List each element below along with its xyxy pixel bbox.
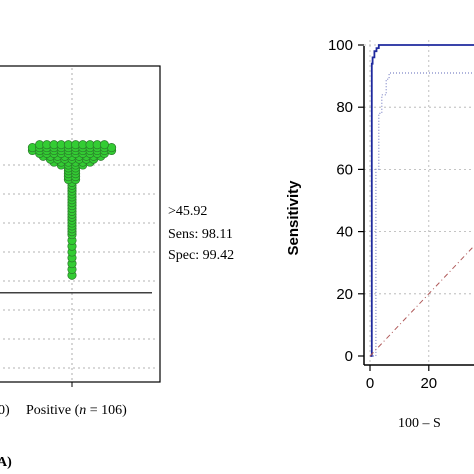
roc-grid [364,40,474,365]
roc-y-axis-label: Sensitivity [285,180,302,256]
panel-label: A) [0,455,12,470]
category-label-positive: Positive (n = 106) [26,403,127,418]
left-panel: >45.92 Sens: 98.11 Spec: 99.42 0) Positi… [0,65,234,470]
roc-curve-dotted [370,72,474,357]
category-label-positive-n: n [79,403,86,418]
roc-curve-solid [370,44,474,357]
left-plot-frame [0,65,161,383]
roc-y-tick-label-2: 40 [336,224,353,241]
roc-curves [369,44,474,357]
annotation-spec: Spec: 99.42 [168,248,234,263]
roc-curve-dash-dot [369,245,474,357]
roc-y-tick-label-3: 60 [336,161,353,178]
annotation-sens: Sens: 98.11 [168,227,233,242]
roc-x-axis-label: 100 – S [398,416,441,431]
roc-y-tick-label-4: 80 [336,99,353,116]
roc-x-tick-label-1: 20 [420,375,437,392]
dot-series-positive [27,140,117,280]
annotation-cutoff: >45.92 [168,204,207,219]
category-label-positive-prefix: Positive ( [26,403,80,418]
category-label-negative: 0) [0,403,10,418]
roc-y-tick-label-5: 100 [328,37,353,54]
roc-x-tick-label-0: 0 [366,375,374,392]
roc-ticks: 0 20 40 60 80 100 0 20 [328,37,437,392]
roc-y-tick-label-0: 0 [345,348,353,365]
category-label-positive-suffix: = 106) [86,403,127,418]
left-grid [0,68,158,380]
data-point-105 [99,140,109,150]
right-panel: 0 20 40 60 80 100 0 20 Sensitivity 100 – S [285,37,474,431]
roc-y-tick-label-1: 20 [336,286,353,303]
